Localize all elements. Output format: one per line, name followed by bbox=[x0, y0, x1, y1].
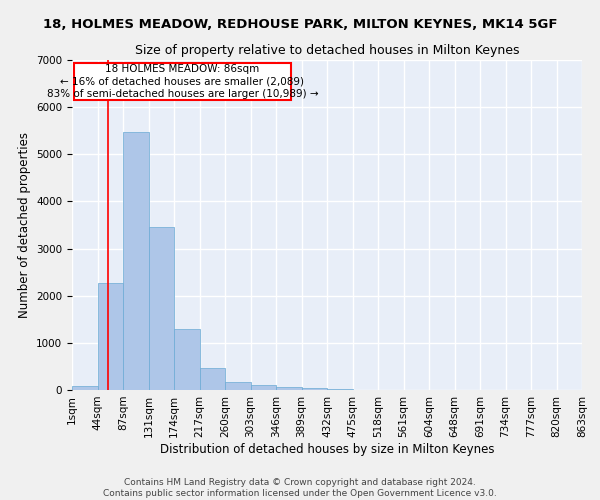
Text: 18, HOLMES MEADOW, REDHOUSE PARK, MILTON KEYNES, MK14 5GF: 18, HOLMES MEADOW, REDHOUSE PARK, MILTON… bbox=[43, 18, 557, 30]
Bar bbox=[225, 382, 251, 390]
Bar bbox=[251, 386, 276, 390]
Y-axis label: Number of detached properties: Number of detached properties bbox=[17, 132, 31, 318]
Bar bbox=[97, 282, 123, 390]
Bar bbox=[149, 228, 174, 390]
Bar bbox=[327, 389, 353, 390]
Bar bbox=[72, 386, 97, 390]
Text: Contains HM Land Registry data © Crown copyright and database right 2024.
Contai: Contains HM Land Registry data © Crown c… bbox=[103, 478, 497, 498]
Bar bbox=[123, 132, 149, 390]
Bar bbox=[199, 368, 225, 390]
Bar bbox=[302, 388, 327, 390]
FancyBboxPatch shape bbox=[74, 64, 291, 100]
Text: 83% of semi-detached houses are larger (10,989) →: 83% of semi-detached houses are larger (… bbox=[47, 89, 318, 99]
Bar bbox=[174, 328, 199, 390]
Bar bbox=[276, 387, 302, 390]
Title: Size of property relative to detached houses in Milton Keynes: Size of property relative to detached ho… bbox=[135, 44, 519, 58]
Text: 18 HOLMES MEADOW: 86sqm: 18 HOLMES MEADOW: 86sqm bbox=[105, 64, 260, 74]
Text: ← 16% of detached houses are smaller (2,089): ← 16% of detached houses are smaller (2,… bbox=[61, 76, 304, 86]
X-axis label: Distribution of detached houses by size in Milton Keynes: Distribution of detached houses by size … bbox=[160, 442, 494, 456]
